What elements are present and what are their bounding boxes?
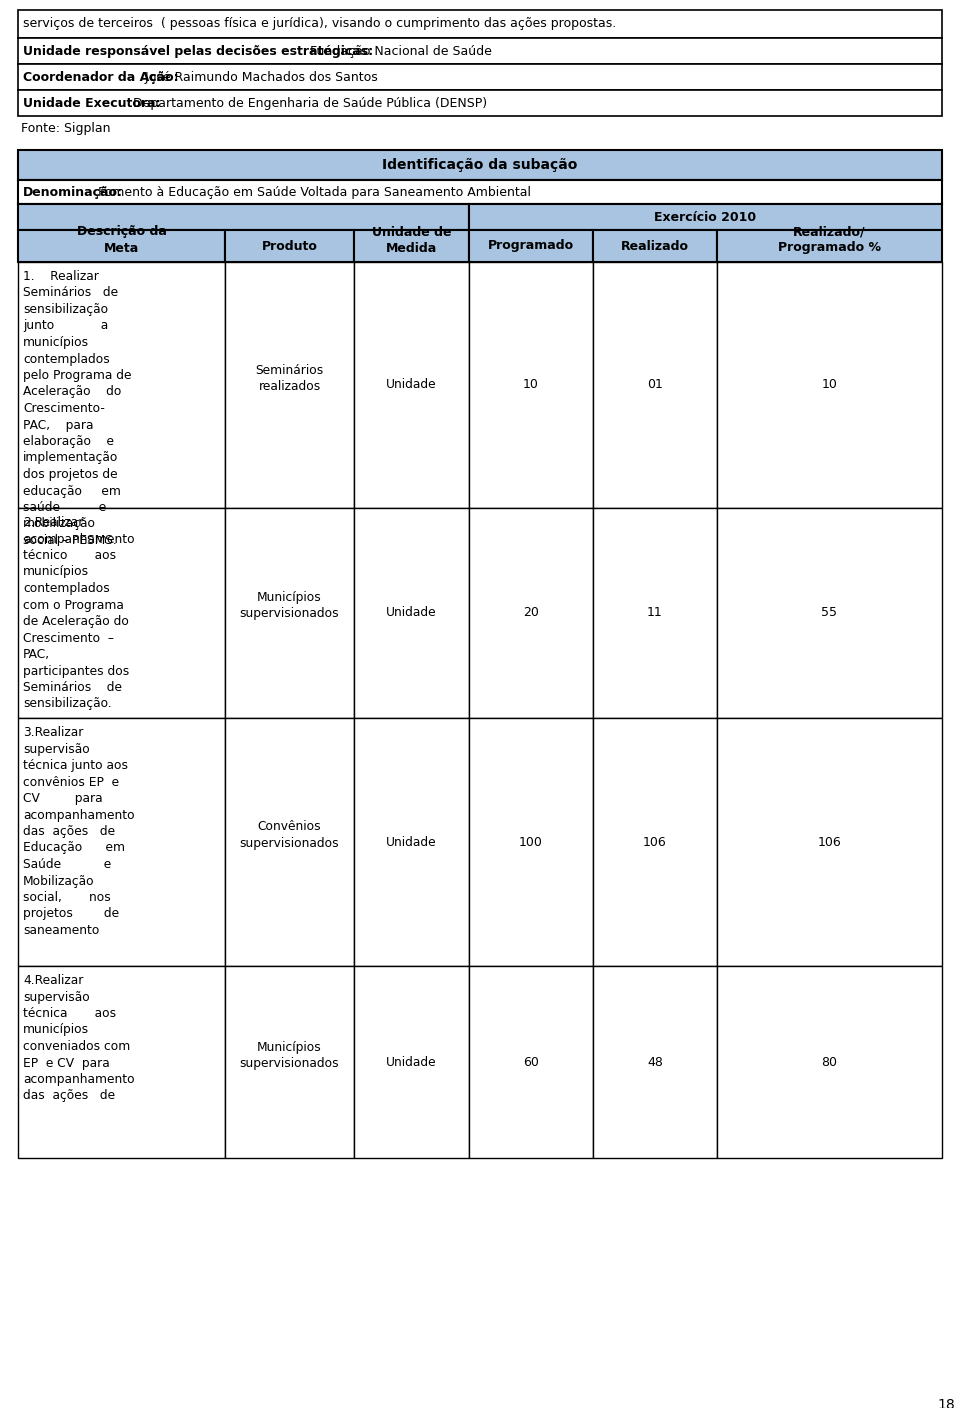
Text: 18: 18	[937, 1398, 955, 1408]
Bar	[354, 230, 469, 262]
Bar	[593, 508, 717, 718]
Bar	[225, 508, 354, 718]
Text: Unidade: Unidade	[386, 835, 437, 849]
Text: José Raimundo Machados dos Santos: José Raimundo Machados dos Santos	[141, 70, 377, 84]
Bar	[18, 718, 225, 966]
Text: Municípios
supervisionados: Municípios supervisionados	[240, 591, 339, 621]
Bar	[18, 180, 942, 204]
Text: Realizado/
Programado %: Realizado/ Programado %	[778, 225, 881, 255]
Text: Departamento de Engenharia de Saúde Pública (DENSP): Departamento de Engenharia de Saúde Públ…	[130, 97, 488, 110]
Bar	[469, 508, 593, 718]
Bar	[593, 230, 717, 262]
Bar	[18, 38, 942, 63]
Text: Realizado: Realizado	[621, 239, 689, 252]
Bar	[469, 204, 942, 230]
Bar	[354, 262, 469, 508]
Text: Programado: Programado	[488, 239, 574, 252]
Text: Denominação:: Denominação:	[23, 186, 123, 199]
Text: Unidade de
Medida: Unidade de Medida	[372, 225, 451, 255]
Text: 106: 106	[643, 835, 667, 849]
Text: Fomento à Educação em Saúde Voltada para Saneamento Ambiental: Fomento à Educação em Saúde Voltada para…	[94, 186, 531, 199]
Text: 48: 48	[647, 1056, 663, 1069]
Bar	[18, 151, 942, 180]
Text: Produto: Produto	[261, 239, 318, 252]
Bar	[717, 508, 942, 718]
Text: Exercício 2010: Exercício 2010	[655, 211, 756, 224]
Bar	[18, 204, 469, 230]
Bar	[469, 966, 593, 1157]
Text: 100: 100	[519, 835, 543, 849]
Text: Descrição da
Meta: Descrição da Meta	[77, 225, 166, 255]
Text: Unidade: Unidade	[386, 379, 437, 391]
Text: 60: 60	[523, 1056, 539, 1069]
Text: 4.Realizar
supervisão
técnica       aos
municípios
conveniados com
EP  e CV  par: 4.Realizar supervisão técnica aos municí…	[23, 974, 134, 1102]
Text: Municípios
supervisionados: Municípios supervisionados	[240, 1041, 339, 1070]
Bar	[18, 508, 225, 718]
Bar	[354, 508, 469, 718]
Text: Unidade responsável pelas decisões estratégicas:: Unidade responsável pelas decisões estra…	[23, 45, 373, 58]
Bar	[225, 262, 354, 508]
Text: 106: 106	[818, 835, 841, 849]
Text: Coordenador da Ação:: Coordenador da Ação:	[23, 70, 179, 84]
Text: Identificação da subação: Identificação da subação	[382, 158, 578, 172]
Bar	[18, 90, 942, 115]
Text: 20: 20	[523, 607, 539, 620]
Text: 01: 01	[647, 379, 663, 391]
Text: Fundação Nacional de Saúde: Fundação Nacional de Saúde	[306, 45, 492, 58]
Text: 80: 80	[822, 1056, 837, 1069]
Text: Seminários
realizados: Seminários realizados	[255, 363, 324, 393]
Text: 3.Realizar
supervisão
técnica junto aos
convênios EP  e
CV         para
acompanh: 3.Realizar supervisão técnica junto aos …	[23, 727, 134, 936]
Text: 2.Realizar
acompanhamento
técnico       aos
municípios
contemplados
com o Progra: 2.Realizar acompanhamento técnico aos mu…	[23, 515, 134, 711]
Text: 11: 11	[647, 607, 662, 620]
Bar	[18, 63, 942, 90]
Bar	[225, 718, 354, 966]
Text: Unidade: Unidade	[386, 1056, 437, 1069]
Text: Fonte: Sigplan: Fonte: Sigplan	[21, 122, 110, 135]
Bar	[717, 966, 942, 1157]
Bar	[18, 10, 942, 38]
Bar	[18, 966, 225, 1157]
Bar	[469, 230, 593, 262]
Text: Convênios
supervisionados: Convênios supervisionados	[240, 821, 339, 849]
Bar	[469, 262, 593, 508]
Bar	[717, 230, 942, 262]
Text: 10: 10	[523, 379, 539, 391]
Bar	[593, 262, 717, 508]
Text: 55: 55	[822, 607, 837, 620]
Bar	[717, 718, 942, 966]
Text: 10: 10	[822, 379, 837, 391]
Bar	[717, 262, 942, 508]
Text: Unidade: Unidade	[386, 607, 437, 620]
Bar	[225, 230, 354, 262]
Bar	[354, 718, 469, 966]
Text: 1.    Realizar
Seminários   de
sensibilização
junto            a
municípios
cont: 1. Realizar Seminários de sensibilização…	[23, 270, 132, 546]
Text: serviços de terceiros  ( pessoas física e jurídica), visando o cumprimento das a: serviços de terceiros ( pessoas física e…	[23, 17, 616, 30]
Bar	[225, 966, 354, 1157]
Bar	[354, 966, 469, 1157]
Bar	[593, 966, 717, 1157]
Bar	[18, 230, 225, 262]
Bar	[593, 718, 717, 966]
Bar	[18, 262, 225, 508]
Bar	[469, 718, 593, 966]
Text: Unidade Executora:: Unidade Executora:	[23, 97, 160, 110]
